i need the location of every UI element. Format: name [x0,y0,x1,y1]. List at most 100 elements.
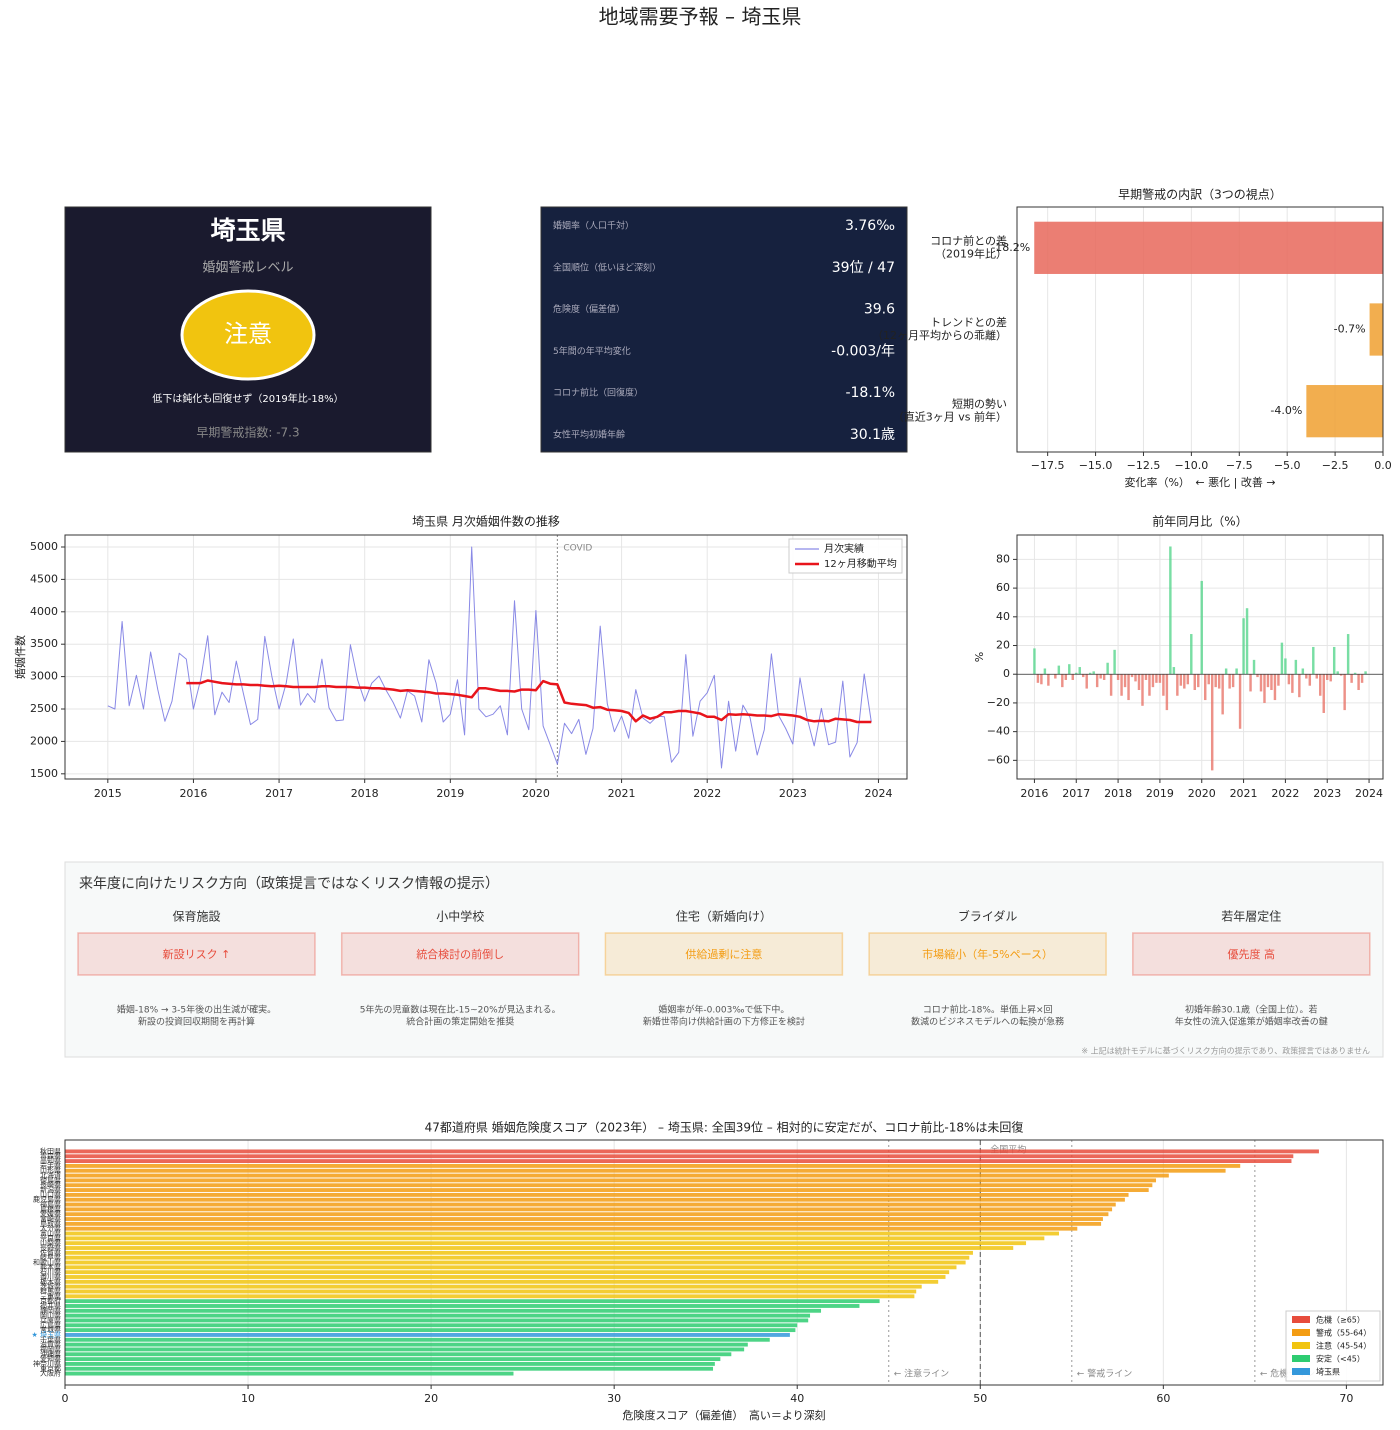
y-tick-label: 4500 [30,572,58,585]
bar [1120,674,1123,696]
bar [1217,674,1221,689]
bar [1092,671,1095,675]
bar [1242,618,1245,675]
risk-description: 統合計画の策定開始を推奨 [406,1016,514,1028]
bar [1364,671,1367,675]
level-text: 注意 [224,320,272,348]
bar [1158,674,1162,683]
bar [1319,674,1322,696]
bar [1102,674,1106,680]
risk-description: 初婚年齢30.1歳（全国上位）。若 [1185,1004,1318,1016]
plot-frame [1016,206,1384,453]
x-tick-label: 0 [62,1392,69,1405]
plot-frame [64,1139,1384,1386]
y-tick-label: 栃木県 [40,1277,61,1286]
y-tick-label: −60 [987,753,1010,766]
level-badge [180,289,316,381]
bar [1221,674,1224,715]
bar [65,1260,966,1265]
bar [1298,674,1301,698]
bar [1329,674,1332,682]
bar [1034,221,1383,274]
y-tick-label: 長崎県 [40,1180,61,1189]
metric-value: 30.1歳 [850,427,895,443]
y-tick-label: 三重県 [40,1292,61,1300]
bar [1082,674,1085,678]
bar [65,1289,917,1294]
bar [1040,674,1043,685]
x-axis-label: 変化率（%） ← 悪化 | 改善 → [1124,475,1275,489]
bar [1176,674,1179,696]
bar [1259,674,1263,692]
risk-description: 数減のビジネスモデルへの転換が急務 [911,1016,1064,1028]
bar [1238,674,1242,729]
bar [65,1284,922,1289]
level-title: 婚姻警戒レベル [202,260,293,276]
x-tick-label: 30 [607,1392,621,1405]
y-tick-label: （12ヶ月平均からの乖離） [872,328,1007,342]
x-tick-label: 70 [1339,1392,1353,1405]
bar [65,1318,809,1323]
y-tick-label: 大分県 [40,1224,61,1233]
bar [1308,674,1312,686]
bar [1141,674,1144,706]
y-tick-label: −20 [987,696,1010,709]
bar [1357,674,1360,691]
legend-swatch [1292,1342,1310,1349]
risk-description: 婚姻率が年-0.003‰で低下中。 [658,1004,789,1016]
x-tick-label: 10 [241,1392,255,1405]
bar [1116,674,1120,680]
y-tick-label: 鳥取県 [40,1219,61,1228]
metric-label: 婚姻率（人口千対） [553,220,634,232]
y-tick-label: 福島県 [40,1200,61,1209]
risk-label: 優先度 高 [1228,947,1276,961]
bar [65,1159,1292,1164]
y-tick-label: 石川県 [40,1268,61,1276]
bar [1036,674,1040,683]
bar [1113,649,1116,675]
bar [1151,674,1155,688]
y-tick-label: 神奈川県 [33,1359,61,1368]
bar [65,1231,1059,1236]
bar [1263,674,1266,703]
metric-value: -0.003/年 [831,343,895,359]
metric-value: 39位 / 47 [832,260,895,276]
bar [65,1333,790,1337]
y-tick-label: 宮崎県 [40,1214,61,1223]
bar [1231,674,1235,688]
y-tick-label: トレンドとの差 [930,316,1007,329]
y-tick-label: 北海道 [40,1171,61,1180]
y-tick-label: 広島県 [40,1320,61,1329]
bar [1137,674,1141,691]
legend-swatch [1292,1329,1310,1336]
bar [65,1352,732,1357]
bar [1130,674,1134,678]
metric-value: 3.76‰ [845,218,895,234]
bar [65,1173,1169,1178]
y-tick-label: 和歌山県 [33,1258,61,1267]
x-tick-label: 2024 [1355,787,1383,800]
y-tick-label: 沖縄県 [40,1349,61,1358]
y-tick-label: −40 [987,725,1010,738]
value-label: -0.7% [1334,323,1366,336]
risk-description: 婚姻-18% → 3-5年後の出生減が確実。 [117,1004,276,1016]
bar [1172,667,1176,675]
bar [1064,674,1068,680]
y-tick-label: 千葉県 [40,1335,61,1344]
bar [65,1270,950,1275]
prefecture-name: 埼玉県 [210,216,285,245]
y-tick-label: 兵庫県 [40,1315,61,1324]
x-tick-label: 0.0 [1374,459,1392,472]
bar [65,1255,970,1260]
legend-label: 安定（<45） [1316,1355,1365,1364]
bar [65,1246,1014,1250]
bar [1197,674,1200,688]
bar [65,1154,1294,1159]
y-tick-label: 40 [996,610,1010,623]
plot-frame [1016,534,1384,780]
x-tick-label: 2018 [1104,787,1132,800]
bar [1207,674,1210,685]
y-tick-label: 山口県 [40,1191,61,1199]
y-tick-label: 富山県 [40,1229,61,1238]
